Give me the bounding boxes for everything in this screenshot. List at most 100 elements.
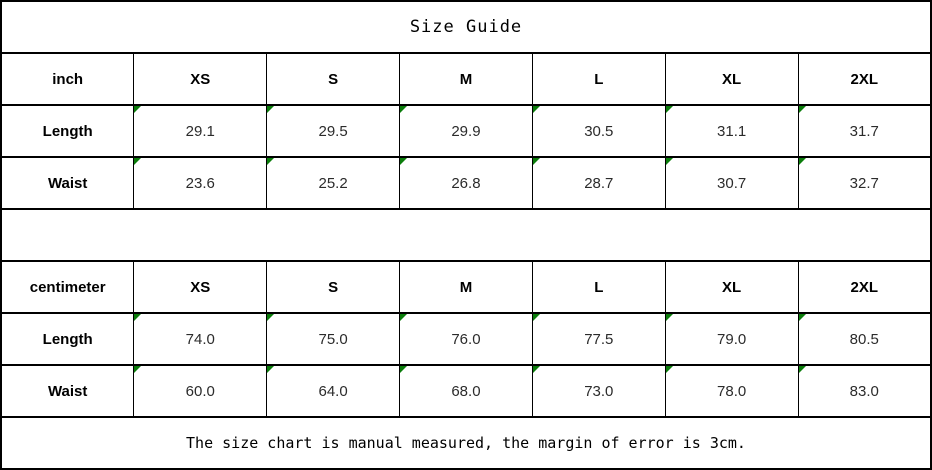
table-cell: 30.7 bbox=[664, 156, 799, 210]
column-header-xs: XS bbox=[133, 260, 268, 314]
cell-value: 64.0 bbox=[318, 382, 348, 400]
cell-value: 74.0 bbox=[185, 330, 215, 348]
cell-marker-icon bbox=[267, 107, 275, 113]
cell-value: 29.9 bbox=[451, 122, 481, 140]
cell-value: 32.7 bbox=[849, 174, 879, 192]
table-cell: 74.0 bbox=[133, 312, 268, 366]
unit-header-centimeter: centimeter bbox=[0, 260, 135, 314]
centimeter-header-row: centimeter XS S M L XL 2XL bbox=[0, 260, 932, 314]
table-cell: 26.8 bbox=[399, 156, 533, 210]
table-cell: 79.0 bbox=[664, 312, 799, 366]
table-cell: 78.0 bbox=[664, 364, 799, 418]
cell-value: 30.5 bbox=[584, 122, 614, 140]
table-cell: 23.6 bbox=[133, 156, 268, 210]
cell-value: 77.5 bbox=[584, 330, 614, 348]
table-cell: 32.7 bbox=[797, 156, 932, 210]
cell-marker-icon bbox=[533, 367, 540, 373]
table-cell: 60.0 bbox=[133, 364, 268, 418]
unit-header-inch: inch bbox=[0, 52, 135, 106]
cell-marker-icon bbox=[666, 367, 673, 373]
table-cell: 29.1 bbox=[133, 104, 268, 158]
cell-value: 23.6 bbox=[185, 174, 215, 192]
cell-value: 73.0 bbox=[584, 382, 614, 400]
cell-value: 31.1 bbox=[717, 122, 747, 140]
table-cell: 77.5 bbox=[531, 312, 666, 366]
column-header-m: M bbox=[399, 260, 533, 314]
cell-marker-icon bbox=[799, 367, 806, 373]
row-label-waist: Waist bbox=[0, 156, 135, 210]
cell-value: 80.5 bbox=[849, 330, 879, 348]
cell-marker-icon bbox=[799, 315, 806, 321]
table-cell: 76.0 bbox=[399, 312, 533, 366]
cell-value: 75.0 bbox=[318, 330, 348, 348]
column-header-2xl: 2XL bbox=[797, 52, 932, 106]
table-cell: 68.0 bbox=[399, 364, 533, 418]
cell-marker-icon bbox=[267, 367, 275, 373]
cell-marker-icon bbox=[400, 107, 408, 113]
table-cell: 64.0 bbox=[266, 364, 401, 418]
cell-value: 28.7 bbox=[584, 174, 614, 192]
cell-marker-icon bbox=[799, 107, 806, 113]
cell-value: 60.0 bbox=[185, 382, 215, 400]
column-header-s: S bbox=[266, 260, 401, 314]
row-label-length: Length bbox=[0, 312, 135, 366]
cell-marker-icon bbox=[267, 159, 275, 165]
row-label-length: Length bbox=[0, 104, 135, 158]
column-header-2xl: 2XL bbox=[797, 260, 932, 314]
table-cell: 30.5 bbox=[531, 104, 666, 158]
row-label-waist: Waist bbox=[0, 364, 135, 418]
cell-value: 31.7 bbox=[849, 122, 879, 140]
table-cell: 31.1 bbox=[664, 104, 799, 158]
column-header-l: L bbox=[531, 52, 666, 106]
cell-value: 25.2 bbox=[318, 174, 348, 192]
cell-marker-icon bbox=[134, 367, 142, 373]
cell-marker-icon bbox=[533, 107, 540, 113]
table-cell: 29.9 bbox=[399, 104, 533, 158]
cell-marker-icon bbox=[666, 315, 673, 321]
table-cell: 29.5 bbox=[266, 104, 401, 158]
cell-marker-icon bbox=[533, 159, 540, 165]
table-cell: 75.0 bbox=[266, 312, 401, 366]
centimeter-waist-row: Waist 60.0 64.0 68.0 73.0 78.0 83.0 bbox=[0, 364, 932, 418]
table-cell: 83.0 bbox=[797, 364, 932, 418]
page-title: Size Guide bbox=[0, 0, 932, 54]
column-header-l: L bbox=[531, 260, 666, 314]
cell-marker-icon bbox=[799, 159, 806, 165]
table-cell: 31.7 bbox=[797, 104, 932, 158]
cell-marker-icon bbox=[400, 159, 408, 165]
cell-marker-icon bbox=[666, 107, 673, 113]
cell-value: 29.1 bbox=[185, 122, 215, 140]
column-header-s: S bbox=[266, 52, 401, 106]
cell-marker-icon bbox=[134, 315, 142, 321]
cell-value: 26.8 bbox=[451, 174, 481, 192]
table-cell: 25.2 bbox=[266, 156, 401, 210]
inch-header-row: inch XS S M L XL 2XL bbox=[0, 52, 932, 106]
cell-marker-icon bbox=[400, 315, 408, 321]
cell-marker-icon bbox=[533, 315, 540, 321]
cell-value: 30.7 bbox=[717, 174, 747, 192]
cell-value: 79.0 bbox=[717, 330, 747, 348]
column-header-xl: XL bbox=[664, 52, 799, 106]
cell-marker-icon bbox=[134, 107, 142, 113]
table-cell: 80.5 bbox=[797, 312, 932, 366]
table-cell: 28.7 bbox=[531, 156, 666, 210]
cell-marker-icon bbox=[134, 159, 142, 165]
cell-value: 83.0 bbox=[849, 382, 879, 400]
cell-marker-icon bbox=[400, 367, 408, 373]
table-cell: 73.0 bbox=[531, 364, 666, 418]
centimeter-length-row: Length 74.0 75.0 76.0 77.5 79.0 80.5 bbox=[0, 312, 932, 366]
column-header-xs: XS bbox=[133, 52, 268, 106]
cell-value: 68.0 bbox=[451, 382, 481, 400]
inch-waist-row: Waist 23.6 25.2 26.8 28.7 30.7 32.7 bbox=[0, 156, 932, 210]
cell-value: 78.0 bbox=[717, 382, 747, 400]
inch-length-row: Length 29.1 29.5 29.9 30.5 31.1 31.7 bbox=[0, 104, 932, 158]
cell-marker-icon bbox=[666, 159, 673, 165]
column-header-m: M bbox=[399, 52, 533, 106]
cell-value: 29.5 bbox=[318, 122, 348, 140]
footer-note: The size chart is manual measured, the m… bbox=[0, 416, 932, 470]
cell-value: 76.0 bbox=[451, 330, 481, 348]
cell-marker-icon bbox=[267, 315, 275, 321]
spacer-row bbox=[0, 208, 932, 262]
